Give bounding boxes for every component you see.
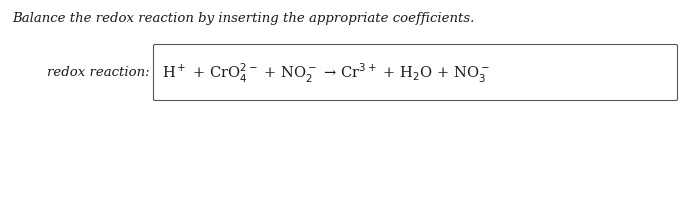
- FancyBboxPatch shape: [153, 45, 678, 101]
- Text: H$^+$ + CrO$_4^{2-}$ + NO$_2^-$ → Cr$^{3+}$ + H$_2$O + NO$_3^-$: H$^+$ + CrO$_4^{2-}$ + NO$_2^-$ → Cr$^{3…: [162, 61, 490, 84]
- Text: redox reaction:: redox reaction:: [48, 66, 150, 79]
- Text: Balance the redox reaction by inserting the appropriate coefficients.: Balance the redox reaction by inserting …: [12, 12, 475, 25]
